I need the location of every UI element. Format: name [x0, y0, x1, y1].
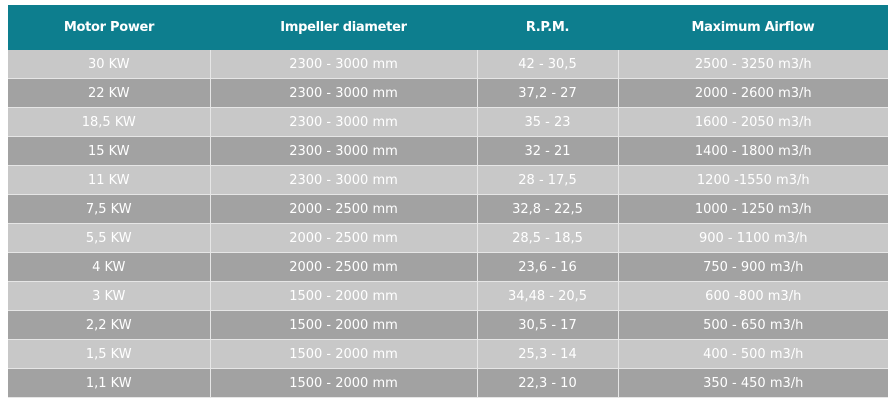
table-row: 5,5 KW 2000 - 2500 mm 28,5 - 18,5 900 - 110…	[8, 223, 888, 253]
spec-table: Motor Power Impeller diameter R.P.M. Maximu…	[8, 5, 888, 398]
table-cell: 2300 - 3000 mm	[210, 165, 478, 195]
table-row: 15 KW 2300 - 3000 mm 32 - 21 1400 - 1800 m3…	[8, 136, 888, 166]
table-cell: 28,5 - 18,5	[477, 223, 619, 253]
table-cell: 2300 - 3000 mm	[210, 78, 478, 108]
table-cell: 2000 - 2600 m3/h	[618, 78, 888, 108]
table-head: Motor Power Impeller diameter R.P.M. Maximu…	[8, 5, 888, 50]
table-cell: 1500 - 2000 mm	[210, 368, 478, 398]
table-row: 1,1 KW 1500 - 2000 mm 22,3 - 10 350 - 450 m…	[8, 368, 888, 398]
table-row: 22 KW 2300 - 3000 mm 37,2 - 27 2000 - 2600 …	[8, 78, 888, 108]
table-row: 7,5 KW 2000 - 2500 mm 32,8 - 22,5 1000 - 12…	[8, 194, 888, 224]
table-cell: 11 KW	[8, 165, 211, 195]
table-cell: 1500 - 2000 mm	[210, 281, 478, 311]
table-cell: 400 - 500 m3/h	[618, 339, 888, 369]
table-cell: 1,5 KW	[8, 339, 211, 369]
table-row: 11 KW 2300 - 3000 mm 28 - 17,5 1200 -1550 m…	[8, 165, 888, 195]
column-header: Motor Power	[8, 5, 210, 50]
table-cell: 350 - 450 m3/h	[618, 368, 888, 398]
table-cell: 2300 - 3000 mm	[210, 107, 478, 137]
table-cell: 30 KW	[8, 50, 211, 79]
table-cell: 35 - 23	[477, 107, 619, 137]
table-cell: 2000 - 2500 mm	[210, 223, 478, 253]
table-cell: 1500 - 2000 mm	[210, 339, 478, 369]
column-header: R.P.M.	[477, 5, 618, 50]
table-cell: 2,2 KW	[8, 310, 211, 340]
table-cell: 15 KW	[8, 136, 211, 166]
table-cell: 3 KW	[8, 281, 211, 311]
table-row: 1,5 KW 1500 - 2000 mm 25,3 - 14 400 - 500 m…	[8, 339, 888, 369]
header-row: Motor Power Impeller diameter R.P.M. Maximu…	[8, 5, 888, 50]
table-cell: 28 - 17,5	[477, 165, 619, 195]
table-cell: 34,48 - 20,5	[477, 281, 619, 311]
table-cell: 500 - 650 m3/h	[618, 310, 888, 340]
table-row: 30 KW 2300 - 3000 mm 42 - 30,5 2500 - 3250 …	[8, 50, 888, 79]
table-cell: 2300 - 3000 mm	[210, 136, 478, 166]
table-cell: 1000 - 1250 m3/h	[618, 194, 888, 224]
table-row: 3 KW 1500 - 2000 mm 34,48 - 20,5 600 -800 m…	[8, 281, 888, 311]
table-cell: 37,2 - 27	[477, 78, 619, 108]
table-cell: 7,5 KW	[8, 194, 211, 224]
table-cell: 600 -800 m3/h	[618, 281, 888, 311]
table-cell: 22,3 - 10	[477, 368, 619, 398]
table-cell: 2500 - 3250 m3/h	[618, 50, 888, 79]
table-cell: 23,6 - 16	[477, 252, 619, 282]
table-cell: 2300 - 3000 mm	[210, 50, 478, 79]
table-cell: 22 KW	[8, 78, 211, 108]
table-cell: 5,5 KW	[8, 223, 211, 253]
table-cell: 1,1 KW	[8, 368, 211, 398]
table-row: 2,2 KW 1500 - 2000 mm 30,5 - 17 500 - 650 m…	[8, 310, 888, 340]
table-cell: 1400 - 1800 m3/h	[618, 136, 888, 166]
table-cell: 42 - 30,5	[477, 50, 619, 79]
table-cell: 1500 - 2000 mm	[210, 310, 478, 340]
table-row: 4 KW 2000 - 2500 mm 23,6 - 16 750 - 900 m3/…	[8, 252, 888, 282]
table-row: 18,5 KW 2300 - 3000 mm 35 - 23 1600 - 2050 …	[8, 107, 888, 137]
table-cell: 1600 - 2050 m3/h	[618, 107, 888, 137]
table-cell: 30,5 - 17	[477, 310, 619, 340]
table-cell: 18,5 KW	[8, 107, 211, 137]
table-cell: 1200 -1550 m3/h	[618, 165, 888, 195]
table-cell: 25,3 - 14	[477, 339, 619, 369]
table-cell: 32,8 - 22,5	[477, 194, 619, 224]
table-cell: 900 - 1100 m3/h	[618, 223, 888, 253]
table-cell: 750 - 900 m3/h	[618, 252, 888, 282]
column-header: Maximum Airflow	[618, 5, 888, 50]
column-header: Impeller diameter	[210, 5, 477, 50]
table-cell: 4 KW	[8, 252, 211, 282]
table-cell: 32 - 21	[477, 136, 619, 166]
table-body: 30 KW 2300 - 3000 mm 42 - 30,5 2500 - 3250 …	[8, 50, 888, 398]
table-cell: 2000 - 2500 mm	[210, 194, 478, 224]
table-cell: 2000 - 2500 mm	[210, 252, 478, 282]
